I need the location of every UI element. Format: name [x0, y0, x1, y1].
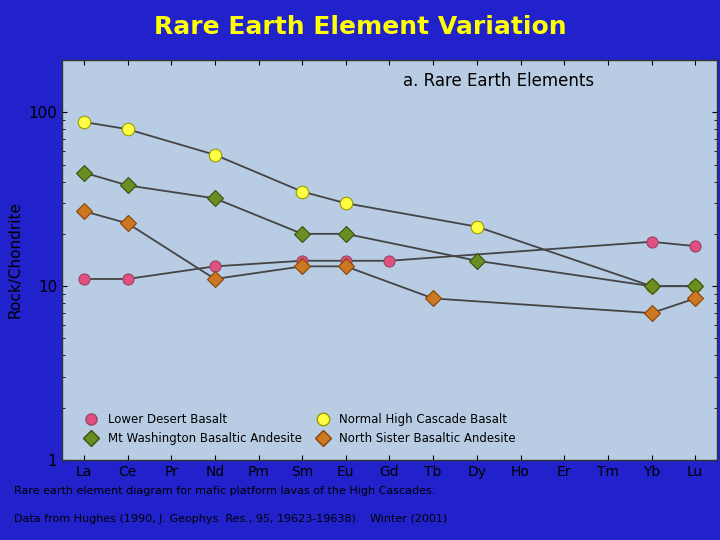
Text: Data from Hughes (1990, J. Geophys. Res., 95, 19623-19638).   Winter (2001): Data from Hughes (1990, J. Geophys. Res.…: [14, 514, 448, 524]
Text: Rare Earth Element Variation: Rare Earth Element Variation: [153, 16, 567, 39]
Text: a. Rare Earth Elements: a. Rare Earth Elements: [402, 72, 594, 90]
Y-axis label: Rock/Chondrite: Rock/Chondrite: [8, 201, 23, 319]
Text: Rare earth element diagram for mafic platform lavas of the High Cascades.: Rare earth element diagram for mafic pla…: [14, 486, 436, 496]
Legend: Lower Desert Basalt, Mt Washington Basaltic Andesite, Normal High Cascade Basalt: Lower Desert Basalt, Mt Washington Basal…: [74, 409, 521, 450]
